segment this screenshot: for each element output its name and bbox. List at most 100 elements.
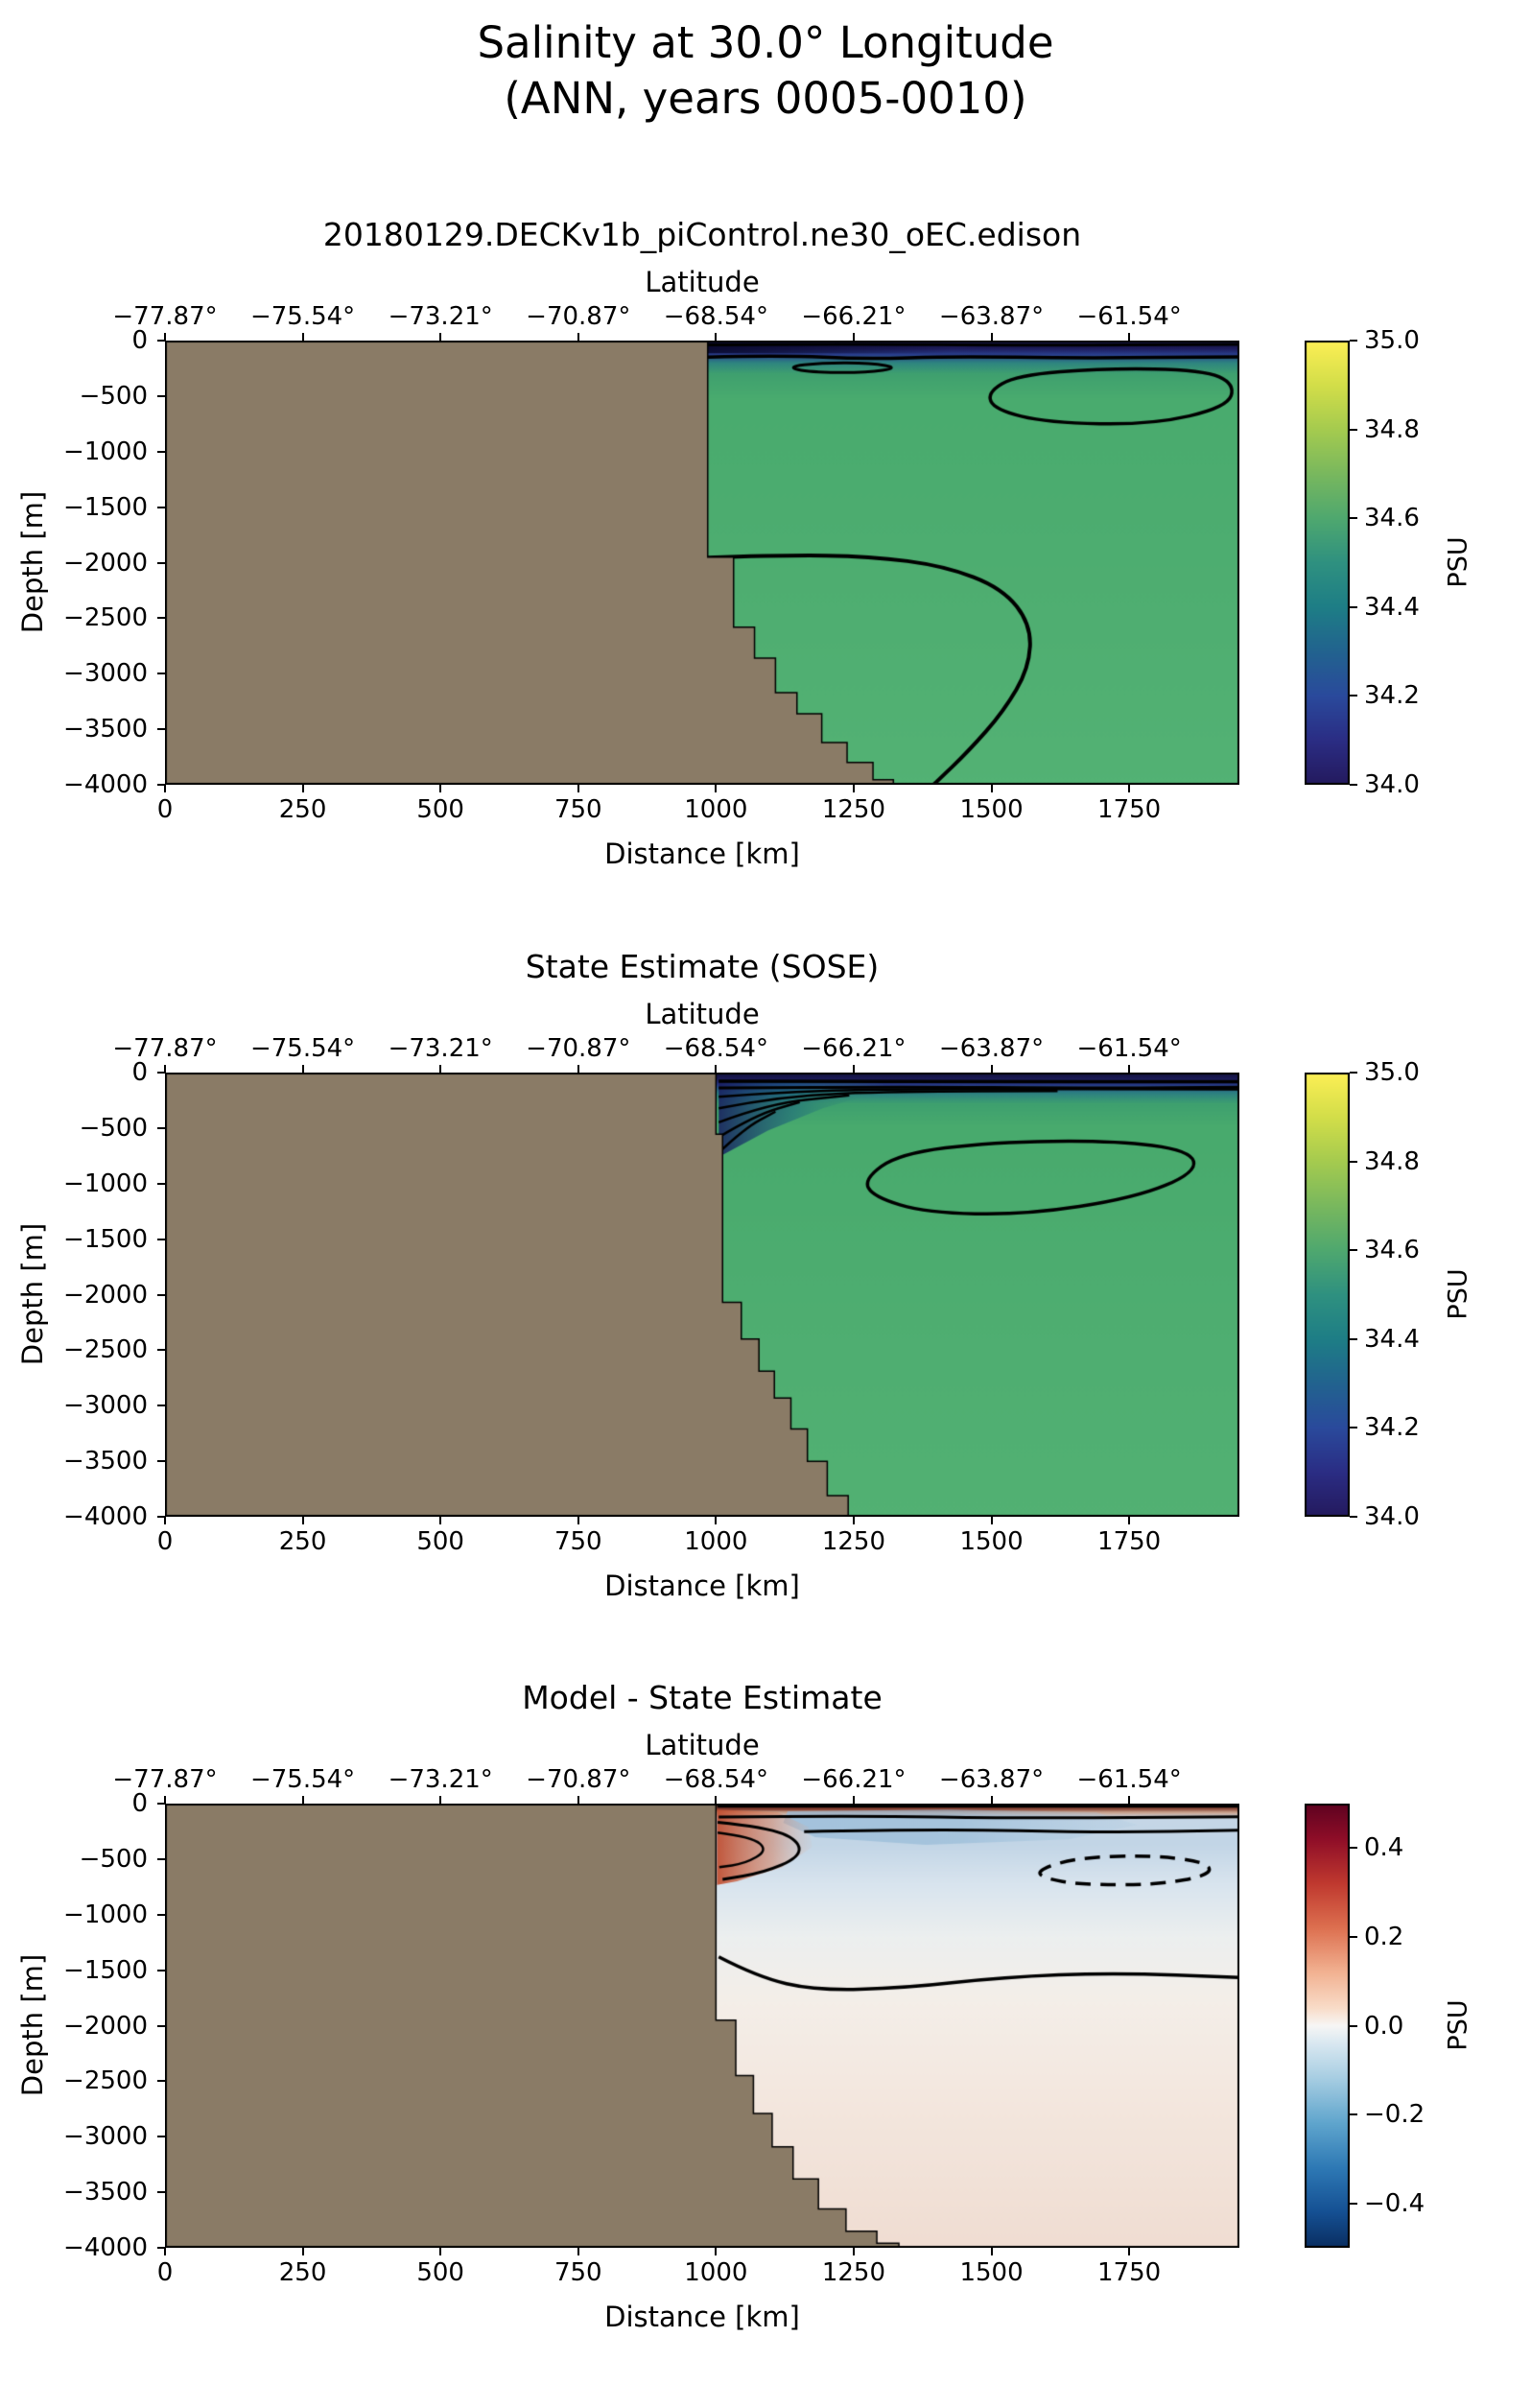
distance-tick-mark [1128, 785, 1131, 792]
distance-tick-label: 0 [156, 2258, 174, 2287]
depth-tick-mark [157, 617, 165, 620]
distance-tick-label: 1750 [1097, 1527, 1162, 1556]
figure-title: Salinity at 30.0° Longitude (ANN, years … [0, 15, 1531, 127]
latitude-axis-label: Latitude [645, 1729, 760, 1761]
salinity-section-plot [165, 1073, 1239, 1517]
distance-tick-label: 1000 [684, 2258, 748, 2287]
depth-tick-label: 0 [131, 326, 148, 355]
distance-tick-mark [439, 1517, 442, 1524]
depth-tick-mark [157, 1857, 165, 1860]
colorbar-label: PSU [1443, 1268, 1473, 1320]
latitude-tick-label: −66.21° [801, 302, 907, 331]
distance-tick-mark [439, 785, 442, 792]
distance-tick-label: 1500 [959, 1527, 1024, 1556]
colorbar-tick-mark [1350, 2113, 1357, 2116]
depth-tick-label: −2500 [63, 2066, 148, 2096]
colorbar-tick-label: 34.0 [1364, 1502, 1420, 1531]
colorbar [1305, 1804, 1350, 2248]
distance-tick-label: 750 [554, 2258, 602, 2287]
colorbar-tick-mark [1350, 1847, 1357, 1850]
depth-tick-mark [157, 340, 165, 342]
latitude-axis-label: Latitude [645, 998, 760, 1030]
latitude-tick-label: −73.21° [388, 1034, 493, 1063]
distance-tick-label: 1250 [821, 1527, 886, 1556]
latitude-tick-label: −75.54° [249, 1765, 356, 1794]
depth-tick-mark [157, 2191, 165, 2194]
colorbar-tick-mark [1350, 340, 1357, 342]
depth-tick-mark [157, 1072, 165, 1074]
depth-tick-mark [157, 561, 165, 564]
latitude-tick-mark [990, 1796, 993, 1804]
latitude-tick-label: −70.87° [526, 1034, 631, 1063]
distance-tick-mark [577, 2248, 579, 2255]
latitude-tick-mark [301, 333, 304, 341]
colorbar-tick-mark [1350, 2024, 1357, 2027]
distance-tick-mark [439, 2248, 442, 2255]
depth-tick-label: −1000 [63, 437, 148, 466]
colorbar-tick-mark [1350, 1337, 1357, 1340]
distance-tick-mark [715, 2248, 718, 2255]
depth-tick-label: −3000 [63, 1391, 148, 1421]
distance-tick-mark [301, 785, 304, 792]
panel-title: 20180129.DECKv1b_piControl.ne30_oEC.edis… [322, 216, 1082, 253]
latitude-tick-mark [715, 1796, 718, 1804]
latitude-tick-label: −73.21° [388, 1765, 493, 1794]
latitude-tick-mark [301, 1065, 304, 1073]
distance-tick-mark [852, 785, 855, 792]
panel-model: 20180129.DECKv1b_piControl.ne30_oEC.edis… [0, 216, 1531, 887]
depth-tick-label: −3500 [63, 2178, 148, 2207]
colorbar [1305, 1073, 1350, 1517]
colorbar-tick-label: 34.6 [1364, 504, 1420, 533]
latitude-tick-label: −61.54° [1076, 1765, 1182, 1794]
depth-tick-mark [157, 2080, 165, 2083]
latitude-tick-label: −61.54° [1076, 302, 1182, 331]
latitude-tick-mark [577, 1065, 579, 1073]
distance-tick-mark [164, 785, 166, 792]
depth-tick-mark [157, 673, 165, 675]
colorbar-tick-label: 0.0 [1364, 2011, 1404, 2041]
figure-title-line2: (ANN, years 0005-0010) [504, 73, 1027, 124]
colorbar-tick-label: 0.4 [1364, 1833, 1404, 1863]
distance-axis-label: Distance [km] [604, 2301, 800, 2333]
latitude-tick-mark [439, 1065, 442, 1073]
depth-tick-mark [157, 1803, 165, 1805]
difference-section-plot [165, 1804, 1239, 2248]
distance-tick-label: 1750 [1097, 795, 1162, 824]
latitude-tick-mark [301, 1796, 304, 1804]
latitude-tick-label: −73.21° [388, 302, 493, 331]
latitude-tick-label: −68.54° [663, 1034, 768, 1063]
depth-tick-label: −2500 [63, 1335, 148, 1365]
latitude-tick-mark [990, 1065, 993, 1073]
distance-tick-label: 1000 [684, 1527, 748, 1556]
distance-tick-mark [990, 785, 993, 792]
colorbar-tick-label: −0.4 [1364, 2188, 1425, 2218]
distance-tick-label: 1000 [684, 795, 748, 824]
colorbar-tick-mark [1350, 605, 1357, 608]
latitude-tick-mark [439, 333, 442, 341]
latitude-tick-label: −63.87° [938, 1765, 1045, 1794]
distance-tick-label: 750 [554, 1527, 602, 1556]
colorbar-tick-label: 34.4 [1364, 592, 1420, 622]
depth-tick-mark [157, 1460, 165, 1463]
depth-tick-label: −4000 [63, 2233, 148, 2262]
depth-tick-label: 0 [131, 1058, 148, 1087]
colorbar-tick-mark [1350, 2202, 1357, 2205]
latitude-tick-mark [852, 1065, 855, 1073]
latitude-tick-mark [164, 1065, 166, 1073]
latitude-tick-mark [1128, 1796, 1131, 1804]
depth-tick-mark [157, 1405, 165, 1407]
distance-tick-label: 1250 [821, 2258, 886, 2287]
colorbar-tick-label: 34.6 [1364, 1236, 1420, 1265]
distance-tick-mark [164, 1517, 166, 1524]
depth-tick-mark [157, 1126, 165, 1129]
colorbar-tick-mark [1350, 517, 1357, 520]
distance-tick-mark [301, 2248, 304, 2255]
distance-tick-mark [301, 1517, 304, 1524]
latitude-tick-mark [852, 333, 855, 341]
colorbar-tick-mark [1350, 1072, 1357, 1074]
depth-tick-label: −4000 [63, 1502, 148, 1531]
depth-tick-label: −2500 [63, 603, 148, 633]
latitude-tick-label: −77.87° [112, 302, 218, 331]
colorbar-tick-mark [1350, 1935, 1357, 1938]
colorbar-tick-mark [1350, 1516, 1357, 1518]
